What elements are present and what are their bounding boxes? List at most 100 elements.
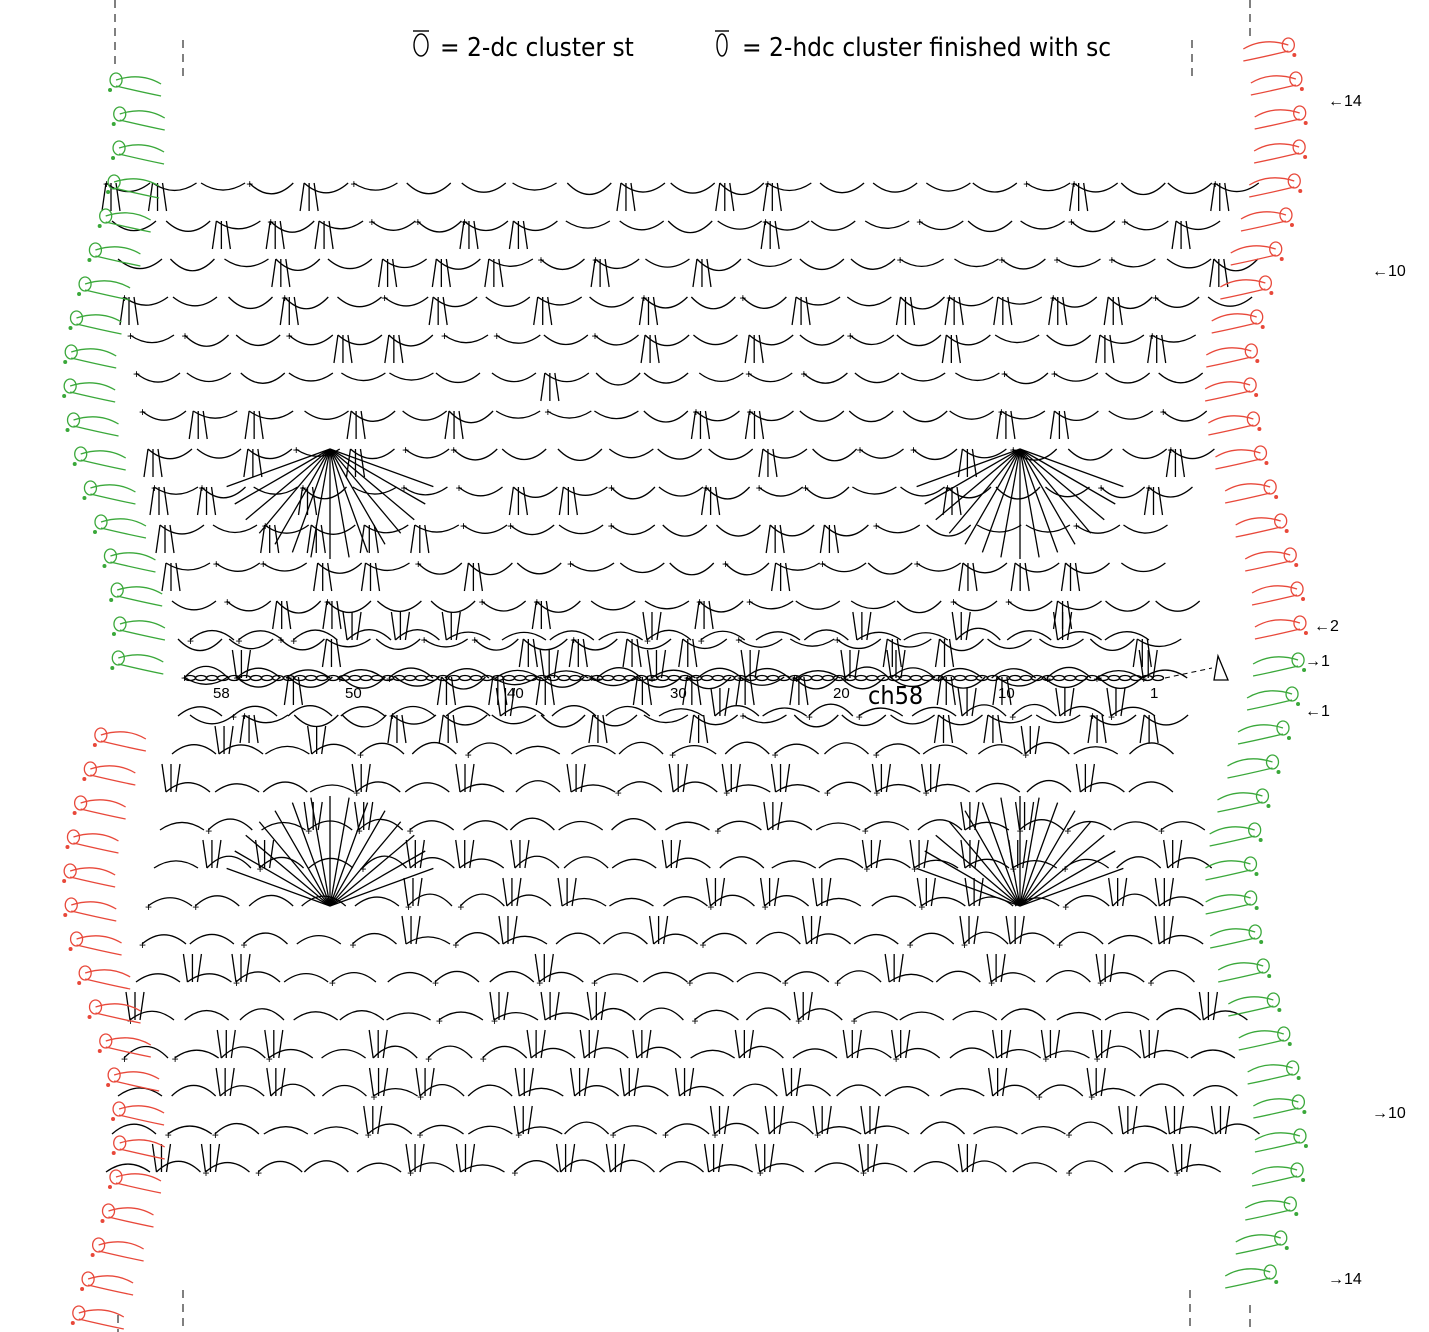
edge-loop bbox=[1237, 724, 1284, 745]
chain bbox=[403, 674, 417, 682]
sc-mark: + bbox=[802, 481, 809, 495]
chain-arc bbox=[792, 1048, 838, 1059]
chain-arc bbox=[653, 933, 699, 945]
edge-loop bbox=[84, 280, 131, 301]
chain-arc bbox=[714, 1122, 759, 1135]
edge-dot bbox=[1269, 291, 1274, 295]
dc-stitch bbox=[313, 182, 319, 212]
edge-dot bbox=[1292, 53, 1297, 57]
edge-loop bbox=[69, 382, 116, 403]
chain-arc bbox=[515, 780, 561, 793]
chain-arc bbox=[388, 667, 434, 679]
edge-dot bbox=[63, 913, 68, 917]
edge-cluster bbox=[1266, 992, 1280, 1008]
chain-arc bbox=[276, 600, 322, 614]
dc-stitch bbox=[874, 1105, 880, 1135]
sc-mark: + bbox=[950, 595, 957, 609]
fan-stitch bbox=[329, 867, 434, 907]
dc-stitch bbox=[283, 676, 290, 706]
chain-arc bbox=[858, 707, 904, 717]
sc-mark: + bbox=[863, 862, 870, 876]
edge-loop bbox=[95, 246, 141, 267]
dc-stitch bbox=[779, 524, 785, 554]
edge-cluster bbox=[1293, 1128, 1307, 1144]
chain-arc bbox=[1068, 1121, 1113, 1135]
dc-stitch bbox=[708, 600, 714, 630]
chain-arc bbox=[853, 1011, 898, 1021]
chain-arc bbox=[352, 486, 398, 495]
chain-arc bbox=[224, 258, 269, 268]
chain-arc bbox=[724, 562, 770, 576]
fan-stitch bbox=[964, 448, 1021, 545]
chain-arc bbox=[516, 562, 562, 575]
fan-stitch bbox=[924, 850, 1021, 907]
sc-mark: + bbox=[471, 633, 478, 647]
dc-stitch bbox=[936, 676, 942, 706]
chain-arc bbox=[609, 1159, 655, 1173]
dc-stitch bbox=[964, 877, 970, 907]
dc-stitch bbox=[335, 638, 342, 668]
dc-stitch bbox=[778, 1105, 784, 1135]
fan-stitch bbox=[1019, 797, 1040, 907]
dc-stitch bbox=[957, 448, 964, 478]
dc-stitch bbox=[678, 638, 684, 668]
edge-loop bbox=[1224, 1268, 1271, 1289]
chain-arc bbox=[269, 220, 315, 233]
dc-stitch bbox=[1010, 562, 1016, 592]
chain-arc bbox=[500, 706, 545, 717]
chain-arc bbox=[848, 410, 894, 423]
dc-stitch bbox=[518, 638, 524, 668]
dc-stitch bbox=[554, 372, 560, 402]
chain-arc bbox=[679, 1085, 724, 1097]
dc-stitch bbox=[297, 676, 304, 706]
fan-stitch bbox=[329, 802, 369, 907]
chain-arc bbox=[1065, 562, 1110, 574]
dc-stitch bbox=[1179, 448, 1186, 478]
chain-arc bbox=[264, 745, 310, 755]
sc-mark: + bbox=[450, 443, 457, 457]
chain-arc bbox=[232, 705, 278, 717]
sc-mark: + bbox=[436, 1014, 443, 1028]
edge-cluster bbox=[1248, 924, 1262, 940]
edge-dot bbox=[1258, 838, 1263, 842]
dc-stitch bbox=[299, 182, 305, 212]
dc-stitch bbox=[987, 1067, 994, 1097]
chain-arc bbox=[638, 1007, 684, 1021]
dc-stitch bbox=[163, 486, 169, 516]
dc-stitch bbox=[368, 801, 374, 831]
fan-stitch bbox=[258, 448, 331, 534]
sc-mark: + bbox=[121, 291, 128, 305]
dc-stitch bbox=[580, 763, 586, 793]
dc-stitch bbox=[498, 258, 504, 288]
chain-arc bbox=[495, 669, 540, 679]
chain-arc bbox=[228, 296, 273, 310]
chain-arc bbox=[795, 600, 841, 610]
sc-mark: + bbox=[1050, 291, 1057, 305]
dc-stitch bbox=[410, 524, 416, 554]
chain-arc bbox=[543, 334, 589, 346]
dc-stitch bbox=[769, 1143, 775, 1173]
chain-arc bbox=[665, 857, 711, 869]
edge-dot bbox=[1301, 1178, 1306, 1182]
edge-loop bbox=[1244, 551, 1291, 572]
dc-stitch bbox=[882, 638, 888, 668]
chain-arc bbox=[353, 182, 398, 191]
dc-stitch bbox=[1172, 1143, 1178, 1173]
stitch-number: 58 bbox=[213, 685, 230, 702]
dc-stitch bbox=[243, 448, 249, 478]
edge-dot bbox=[92, 530, 97, 534]
sc-mark: + bbox=[300, 481, 307, 495]
dc-stitch bbox=[313, 562, 319, 592]
chain-arc bbox=[337, 334, 383, 346]
dc-stitch bbox=[777, 801, 783, 831]
edge-cluster bbox=[107, 1067, 121, 1083]
dc-stitch bbox=[498, 915, 504, 945]
chain-arc bbox=[1058, 931, 1104, 945]
fan-stitch bbox=[924, 448, 1021, 505]
chain-arc bbox=[610, 524, 656, 536]
chain-arc bbox=[1120, 182, 1166, 196]
chain-arc bbox=[784, 971, 830, 983]
fan-stitch bbox=[1019, 448, 1076, 545]
chain-arc bbox=[698, 600, 744, 613]
dc-stitch bbox=[459, 220, 465, 250]
